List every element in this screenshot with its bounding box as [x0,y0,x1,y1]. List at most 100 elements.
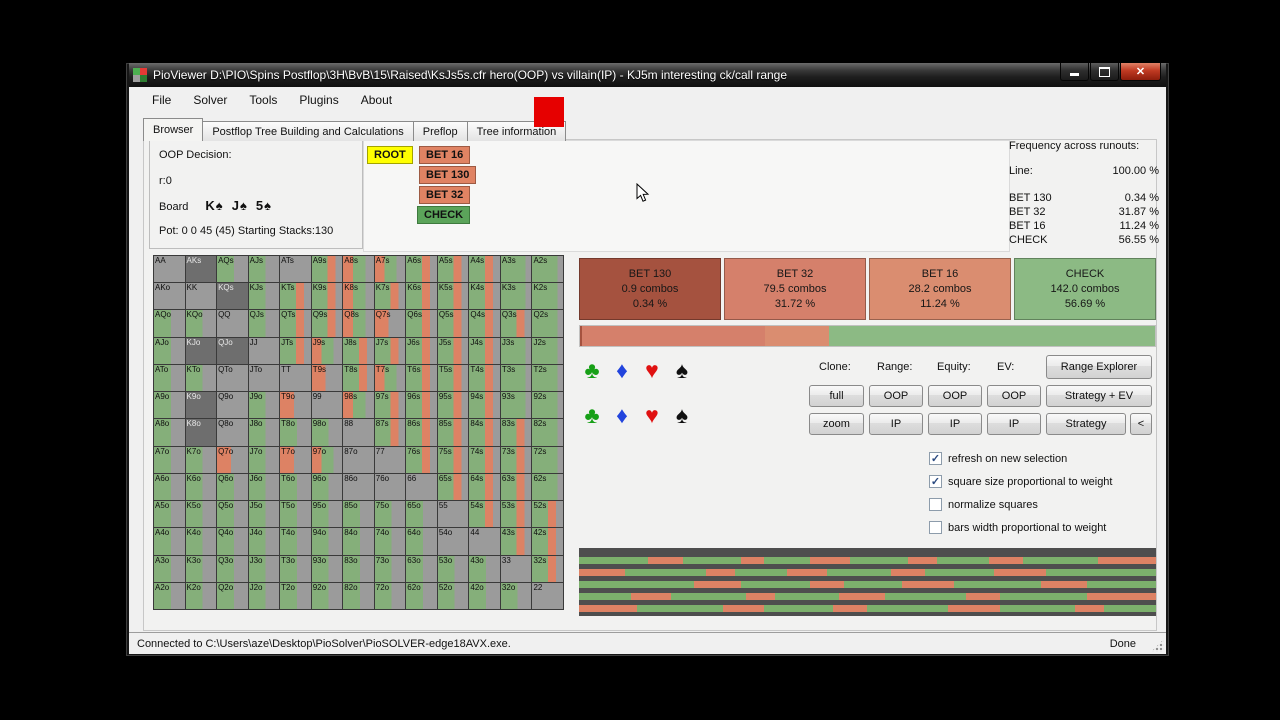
cell-75o[interactable]: 75o [374,501,406,528]
cell-J8s[interactable]: J8s [343,337,374,364]
cell-K4s[interactable]: K4s [469,283,500,310]
cell-AQo[interactable]: AQo [154,310,185,337]
cell-65o[interactable]: 65o [406,501,437,528]
cell-J7s[interactable]: J7s [374,337,406,364]
cell-T6s[interactable]: T6s [406,364,437,392]
tree-node-root[interactable]: ROOT [367,146,413,164]
cell-64s[interactable]: 64s [469,473,500,501]
spades-icon-row2[interactable]: ♠ [675,402,689,428]
menu-item-tools[interactable]: Tools [249,93,278,107]
cell-T5o[interactable]: T5o [280,501,311,528]
cell-KTo[interactable]: KTo [185,364,217,392]
cell-77[interactable]: 77 [374,446,406,473]
cell-T2s[interactable]: T2s [532,364,563,392]
cell-J6s[interactable]: J6s [406,337,437,364]
cell-K6s[interactable]: K6s [406,283,437,310]
cell-J4o[interactable]: J4o [248,528,280,555]
cell-J4s[interactable]: J4s [469,337,500,364]
cell-K2o[interactable]: K2o [185,582,217,609]
cell-T8s[interactable]: T8s [343,364,374,392]
cell-Q5s[interactable]: Q5s [437,310,469,337]
cell-KJo[interactable]: KJo [185,337,217,364]
cell-A8o[interactable]: A8o [154,419,185,446]
cell-K9o[interactable]: K9o [185,392,217,419]
cell-66[interactable]: 66 [406,473,437,501]
cell-K3o[interactable]: K3o [185,555,217,582]
cell-T6o[interactable]: T6o [280,473,311,501]
cell-J3o[interactable]: J3o [248,555,280,582]
cell-T9o[interactable]: T9o [280,392,311,419]
checkbox-box[interactable] [929,521,942,534]
action-box-bet-16[interactable]: BET 16 28.2 combos 11.24 % [869,258,1011,320]
cell-T9s[interactable]: T9s [311,364,343,392]
cell-A5o[interactable]: A5o [154,501,185,528]
cell-K6o[interactable]: K6o [185,473,217,501]
cell-85o[interactable]: 85o [343,501,374,528]
tree-node-bet-16[interactable]: BET 16 [419,146,471,164]
cell-Q3s[interactable]: Q3s [500,310,532,337]
clubs-icon-row2[interactable]: ♣ [584,402,600,428]
cell-K2s[interactable]: K2s [532,283,563,310]
action-box-bet-130[interactable]: BET 130 0.9 combos 0.34 % [579,258,721,320]
cell-J2o[interactable]: J2o [248,582,280,609]
cell-T5s[interactable]: T5s [437,364,469,392]
cell-A8s[interactable]: A8s [343,256,374,283]
cell-QJo[interactable]: QJo [217,337,248,364]
cell-83s[interactable]: 83s [500,419,532,446]
cell-T3o[interactable]: T3o [280,555,311,582]
menu-item-plugins[interactable]: Plugins [299,93,339,107]
cell-J6o[interactable]: J6o [248,473,280,501]
cell-76s[interactable]: 76s [406,446,437,473]
cell-Q6s[interactable]: Q6s [406,310,437,337]
cell-T4s[interactable]: T4s [469,364,500,392]
cell-KTs[interactable]: KTs [280,283,311,310]
cell-AJo[interactable]: AJo [154,337,185,364]
cell-TT[interactable]: TT [280,364,311,392]
cell-KQs[interactable]: KQs [217,283,248,310]
cell-A9o[interactable]: A9o [154,392,185,419]
cell-A7s[interactable]: A7s [374,256,406,283]
checkbox-square-size-proportional-to-weight[interactable]: ✓ square size proportional to weight [929,470,1164,493]
cell-A9s[interactable]: A9s [311,256,343,283]
close-button[interactable]: ✕ [1120,63,1161,81]
cell-K4o[interactable]: K4o [185,528,217,555]
cell-Q4s[interactable]: Q4s [469,310,500,337]
cell-QQ[interactable]: QQ [217,310,248,337]
cell-97s[interactable]: 97s [374,392,406,419]
tab-browser[interactable]: Browser [143,118,204,141]
cell-54o[interactable]: 54o [437,528,469,555]
cell-33[interactable]: 33 [500,555,532,582]
cell-Q9s[interactable]: Q9s [311,310,343,337]
cell-96o[interactable]: 96o [311,473,343,501]
cell-Q4o[interactable]: Q4o [217,528,248,555]
tree-node-bet-32[interactable]: BET 32 [419,186,471,204]
cell-QTs[interactable]: QTs [280,310,311,337]
spades-icon-row1[interactable]: ♠ [675,357,689,383]
button-sev[interactable]: Strategy + EV [1046,385,1152,407]
cell-53s[interactable]: 53s [500,501,532,528]
hearts-icon-row2[interactable]: ♥ [645,402,659,428]
button-strat[interactable]: Strategy [1046,413,1126,435]
cell-ATs[interactable]: ATs [280,256,311,283]
cell-73s[interactable]: 73s [500,446,532,473]
cell-65s[interactable]: 65s [437,473,469,501]
cell-A3s[interactable]: A3s [500,256,532,283]
cell-J8o[interactable]: J8o [248,419,280,446]
cell-JTo[interactable]: JTo [248,364,280,392]
cell-98s[interactable]: 98s [343,392,374,419]
cell-32s[interactable]: 32s [532,555,563,582]
cell-K3s[interactable]: K3s [500,283,532,310]
cell-42o[interactable]: 42o [469,582,500,609]
cell-K7s[interactable]: K7s [374,283,406,310]
cell-76o[interactable]: 76o [374,473,406,501]
cell-QTo[interactable]: QTo [217,364,248,392]
cell-Q7o[interactable]: Q7o [217,446,248,473]
cell-KK[interactable]: KK [185,283,217,310]
cell-A2s[interactable]: A2s [532,256,563,283]
cell-92s[interactable]: 92s [532,392,563,419]
cell-93o[interactable]: 93o [311,555,343,582]
tab-postflop-tree-building-and-calculations[interactable]: Postflop Tree Building and Calculations [202,121,414,141]
cell-62o[interactable]: 62o [406,582,437,609]
checkbox-box[interactable] [929,498,942,511]
cell-J7o[interactable]: J7o [248,446,280,473]
